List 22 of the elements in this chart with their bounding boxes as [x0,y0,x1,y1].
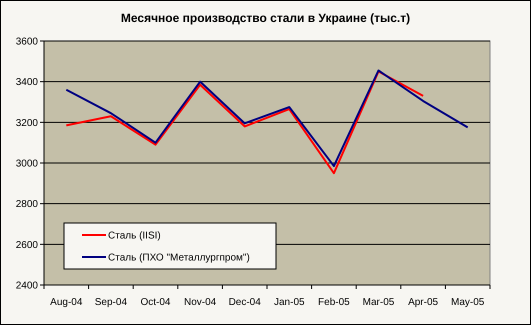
y-tick-label: 3200 [16,118,38,129]
y-tick-label: 3600 [16,36,38,48]
line-series [65,70,424,174]
legend-label: Сталь (ПХО "Металлургпром") [108,252,250,264]
x-tick-label: Aug-04 [50,297,83,308]
x-tick-label: Dec-04 [228,297,262,308]
x-tick-label: Apr-05 [408,297,439,308]
x-tick-label: Sep-04 [94,297,128,308]
x-tick-label: Feb-05 [318,297,350,308]
x-tick-label: Mar-05 [362,297,395,308]
x-tick-label: Jan-05 [274,297,306,308]
legend-label: Сталь (IISI) [108,230,161,242]
x-tick-label: May-05 [451,297,485,308]
y-tick-label: 2800 [16,199,38,210]
y-tick-label: 3400 [16,77,38,88]
y-tick-label: 3000 [16,158,38,170]
chart-title: Месячное производство стали в Украине (тыс.т) [120,11,410,25]
x-tick-label: Nov-04 [184,297,217,308]
x-tick-label: Oct-04 [140,297,171,308]
y-tick-label: 2600 [16,240,38,251]
y-tick-label: 2400 [16,280,38,292]
line-series [65,69,469,168]
